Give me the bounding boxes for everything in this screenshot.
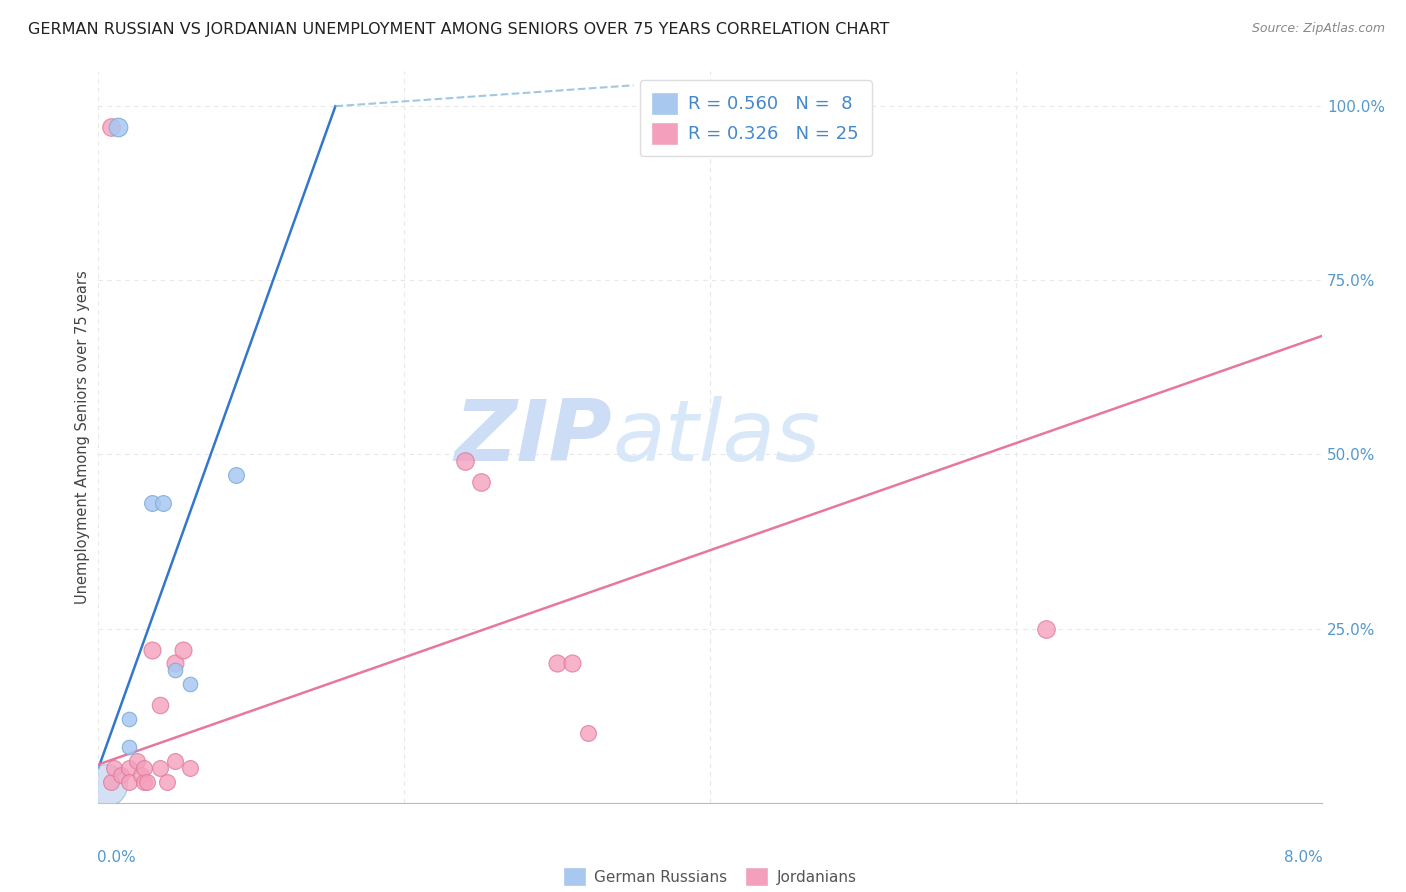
Point <box>454 454 477 468</box>
Point <box>118 775 141 789</box>
Point <box>118 712 141 726</box>
Point <box>125 754 148 768</box>
Point <box>152 496 174 510</box>
Text: ZIP: ZIP <box>454 395 612 479</box>
Point <box>118 740 141 755</box>
Point <box>110 768 132 782</box>
Point <box>103 761 125 775</box>
Point <box>94 778 117 792</box>
Point <box>179 677 201 691</box>
Text: 8.0%: 8.0% <box>1284 850 1323 865</box>
Point <box>141 496 163 510</box>
Point <box>149 698 172 713</box>
Point <box>129 768 152 782</box>
Point <box>100 775 122 789</box>
Point <box>163 657 186 671</box>
Text: atlas: atlas <box>612 395 820 479</box>
Text: GERMAN RUSSIAN VS JORDANIAN UNEMPLOYMENT AMONG SENIORS OVER 75 YEARS CORRELATION: GERMAN RUSSIAN VS JORDANIAN UNEMPLOYMENT… <box>28 22 890 37</box>
Point <box>100 120 122 134</box>
Point <box>134 761 156 775</box>
Point <box>225 468 247 483</box>
Text: 0.0%: 0.0% <box>97 850 136 865</box>
Point <box>576 726 599 740</box>
Point <box>136 775 159 789</box>
Point <box>107 120 129 134</box>
Point <box>470 475 492 490</box>
Point <box>546 657 568 671</box>
Y-axis label: Unemployment Among Seniors over 75 years: Unemployment Among Seniors over 75 years <box>75 270 90 604</box>
Point <box>156 775 179 789</box>
Legend: German Russians, Jordanians: German Russians, Jordanians <box>558 862 862 891</box>
Point <box>118 761 141 775</box>
Point <box>561 657 583 671</box>
Text: Source: ZipAtlas.com: Source: ZipAtlas.com <box>1251 22 1385 36</box>
Point <box>141 642 163 657</box>
Point <box>172 642 194 657</box>
Point <box>163 664 186 678</box>
Point <box>134 775 156 789</box>
Point <box>179 761 201 775</box>
Point <box>1035 622 1057 636</box>
Point <box>149 761 172 775</box>
Point <box>163 754 186 768</box>
